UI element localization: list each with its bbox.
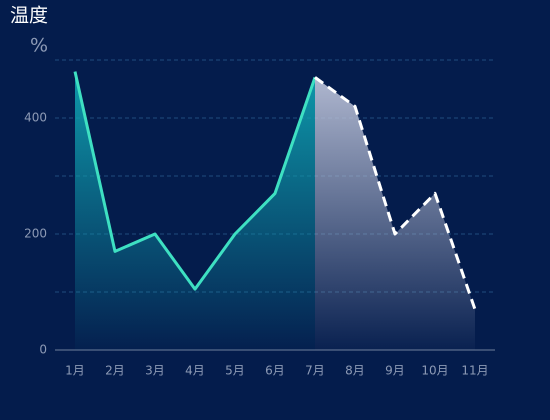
y-tick-label: 0 bbox=[39, 343, 47, 357]
chart-title: 温度 bbox=[10, 5, 48, 27]
area bbox=[315, 77, 475, 351]
x-tick-label: 5月 bbox=[225, 364, 245, 378]
line bbox=[73, 71, 317, 291]
x-tick-label: 9月 bbox=[385, 364, 405, 378]
line bbox=[314, 76, 477, 310]
y-axis-unit: % bbox=[30, 35, 48, 57]
x-tick-label: 3月 bbox=[145, 364, 165, 378]
x-tick-label: 1月 bbox=[65, 364, 85, 378]
x-tick-label: 4月 bbox=[185, 364, 205, 378]
area bbox=[75, 71, 315, 350]
x-tick-label: 11月 bbox=[461, 364, 488, 378]
y-tick-label: 400 bbox=[24, 111, 47, 125]
x-tick-label: 10月 bbox=[421, 364, 448, 378]
x-tick-label: 2月 bbox=[105, 364, 125, 378]
x-tick-label: 8月 bbox=[345, 364, 365, 378]
x-tick-label: 7月 bbox=[305, 364, 325, 378]
x-tick-label: 6月 bbox=[265, 364, 285, 378]
y-tick-label: 200 bbox=[24, 227, 47, 241]
